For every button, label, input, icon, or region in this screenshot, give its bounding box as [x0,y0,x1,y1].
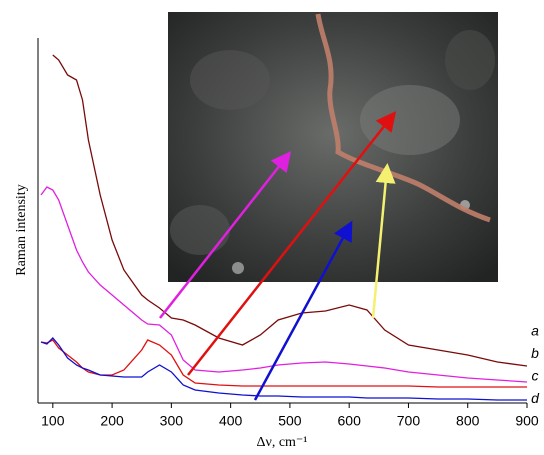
x-tick-label: 900 [515,413,539,429]
arrows [159,111,397,401]
x-tick-label: 600 [338,413,362,429]
x-tick-label: 400 [219,413,243,429]
inset-photo [168,12,498,282]
series-line [40,337,527,401]
series-line [52,54,528,367]
series-line [40,186,528,383]
x-tick-label: 800 [456,413,480,429]
series-label: c [532,368,539,384]
series-label: b [531,345,539,361]
y-axis-label: Raman intensity [14,184,29,275]
series-line [40,339,527,388]
x-tick-label: 700 [397,413,421,429]
x-tick-label: 100 [41,413,65,429]
series-label: d [531,390,540,406]
series-label: a [531,323,539,339]
x-tick-label: 500 [278,413,302,429]
x-tick-label: 200 [100,413,124,429]
x-axis-label: Δν, cm⁻¹ [256,435,307,450]
x-tick-label: 300 [160,413,184,429]
